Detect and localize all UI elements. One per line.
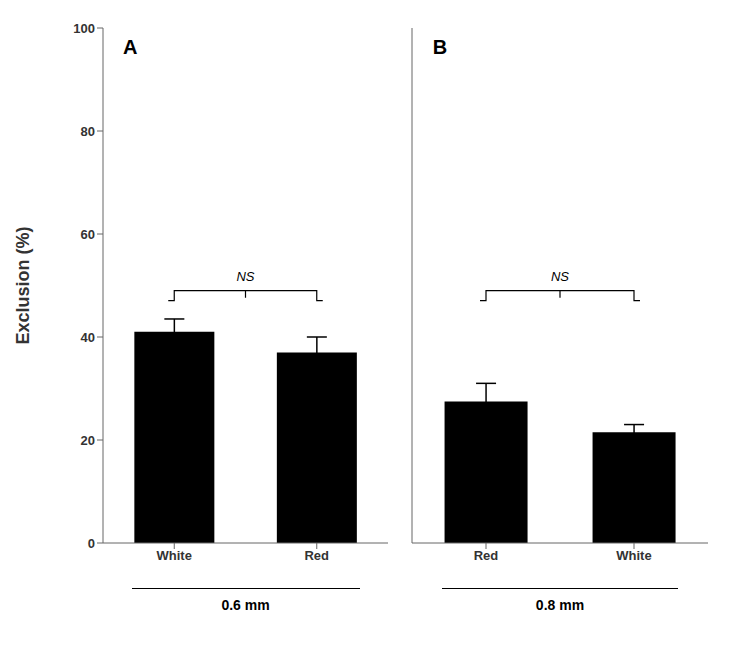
svg-text:Red: Red [304, 548, 329, 563]
svg-text:20: 20 [81, 433, 95, 448]
html-text:0.6 mm: 0.6 mm [221, 597, 270, 613]
svg-text:NS: NS [236, 269, 254, 284]
svg-text:Exclusion (%): Exclusion (%) [13, 226, 33, 344]
svg-text:Red: Red [474, 548, 499, 563]
html-text:0.8 mm: 0.8 mm [535, 597, 585, 613]
svg-text:0: 0 [88, 536, 95, 551]
svg-text:White: White [157, 548, 192, 563]
html-text:B: B [432, 36, 448, 58]
svg-text:NS: NS [551, 269, 569, 284]
svg-text:80: 80 [81, 124, 95, 139]
html-text:A: A [122, 36, 138, 58]
svg-text:White: White [616, 548, 651, 563]
svg-text:40: 40 [81, 330, 95, 345]
svg-text:60: 60 [81, 227, 95, 242]
svg-text:100: 100 [73, 21, 95, 36]
